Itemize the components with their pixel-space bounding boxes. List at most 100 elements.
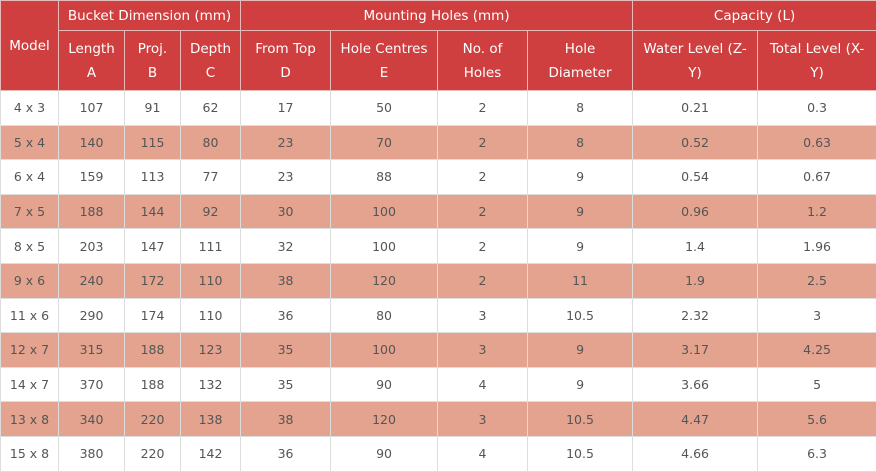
cell: 120 [331, 402, 438, 437]
cell: 23 [241, 160, 331, 195]
cell: 2 [438, 194, 528, 229]
cell: 203 [59, 229, 125, 264]
column-header-line: Hole [528, 37, 632, 61]
column-header-line: D [241, 61, 330, 85]
column-header-line: A [59, 61, 124, 85]
model-cell: 12 x 7 [1, 333, 59, 368]
cell: 188 [125, 333, 181, 368]
cell: 4.47 [633, 402, 758, 437]
group-header: Mounting Holes (mm) [241, 1, 633, 31]
column-header-line: B [125, 61, 180, 85]
cell: 2 [438, 263, 528, 298]
cell: 380 [59, 436, 125, 471]
cell: 110 [181, 263, 241, 298]
cell: 0.21 [633, 91, 758, 126]
cell: 2 [438, 91, 528, 126]
cell: 113 [125, 160, 181, 195]
cell: 315 [59, 333, 125, 368]
cell: 1.4 [633, 229, 758, 264]
cell: 9 [528, 194, 633, 229]
model-cell: 6 x 4 [1, 160, 59, 195]
cell: 3.66 [633, 367, 758, 402]
cell: 4 [438, 436, 528, 471]
column-header-line: No. of [438, 37, 527, 61]
cell: 77 [181, 160, 241, 195]
cell: 5.6 [758, 402, 876, 437]
cell: 188 [125, 367, 181, 402]
column-header-line: Depth [181, 37, 240, 61]
cell: 2.32 [633, 298, 758, 333]
cell: 9 [528, 333, 633, 368]
cell: 0.63 [758, 125, 876, 160]
cell: 3.17 [633, 333, 758, 368]
cell: 9 [528, 229, 633, 264]
cell: 50 [331, 91, 438, 126]
column-header-line: E [331, 61, 437, 85]
cell: 90 [331, 436, 438, 471]
column-header-line: Proj. [125, 37, 180, 61]
column-header-line: Length [59, 37, 124, 61]
column-header-line: Diameter [528, 61, 632, 85]
cell: 147 [125, 229, 181, 264]
cell: 0.67 [758, 160, 876, 195]
cell: 8 [528, 91, 633, 126]
cell: 290 [59, 298, 125, 333]
cell: 10.5 [528, 298, 633, 333]
cell: 70 [331, 125, 438, 160]
cell: 0.96 [633, 194, 758, 229]
cell: 220 [125, 436, 181, 471]
model-cell: 7 x 5 [1, 194, 59, 229]
column-header: Proj.B [125, 31, 181, 91]
cell: 3 [438, 402, 528, 437]
column-header: Total Level (X-Y) [758, 31, 876, 91]
cell: 36 [241, 298, 331, 333]
cell: 17 [241, 91, 331, 126]
cell: 80 [181, 125, 241, 160]
cell: 3 [438, 333, 528, 368]
cell: 3 [438, 298, 528, 333]
cell: 1.2 [758, 194, 876, 229]
cell: 100 [331, 333, 438, 368]
column-header-line: Y) [758, 61, 876, 85]
cell: 172 [125, 263, 181, 298]
cell: 107 [59, 91, 125, 126]
cell: 32 [241, 229, 331, 264]
column-header-line: Hole Centres [331, 37, 437, 61]
cell: 140 [59, 125, 125, 160]
cell: 4.25 [758, 333, 876, 368]
cell: 2 [438, 125, 528, 160]
column-header-line: Water Level (Z- [633, 37, 757, 61]
model-cell: 11 x 6 [1, 298, 59, 333]
cell: 115 [125, 125, 181, 160]
model-header: Model [1, 1, 59, 91]
cell: 0.3 [758, 91, 876, 126]
cell: 36 [241, 436, 331, 471]
column-header: Water Level (Z-Y) [633, 31, 758, 91]
cell: 1.9 [633, 263, 758, 298]
group-header: Capacity (L) [633, 1, 876, 31]
cell: 2 [438, 229, 528, 264]
cell: 5 [758, 367, 876, 402]
cell: 23 [241, 125, 331, 160]
model-cell: 8 x 5 [1, 229, 59, 264]
cell: 0.52 [633, 125, 758, 160]
cell: 4 [438, 367, 528, 402]
model-cell: 14 x 7 [1, 367, 59, 402]
cell: 38 [241, 263, 331, 298]
cell: 92 [181, 194, 241, 229]
cell: 123 [181, 333, 241, 368]
cell: 11 [528, 263, 633, 298]
cell: 2 [438, 160, 528, 195]
cell: 110 [181, 298, 241, 333]
cell: 100 [331, 194, 438, 229]
